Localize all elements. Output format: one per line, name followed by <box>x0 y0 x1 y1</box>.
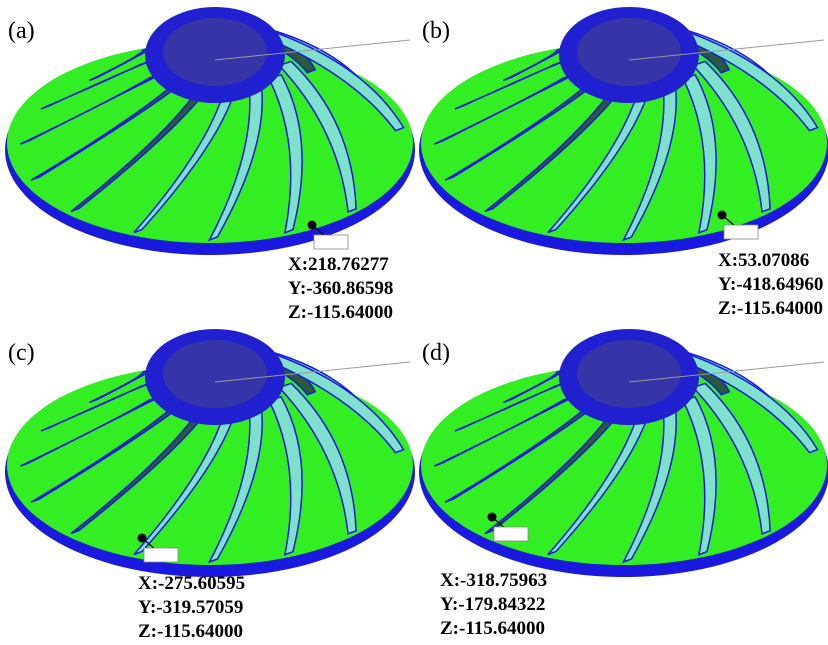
hub-bore <box>163 340 267 408</box>
tooltip-box <box>144 548 178 562</box>
coordinate-text: Y:-418.64960 <box>718 274 823 295</box>
coordinate-text: Y:-360.86598 <box>288 278 393 299</box>
figure: (a)X:218.76277Y:-360.86598Z:-115.64000(b… <box>0 0 828 645</box>
coordinate-text: X:-275.60595 <box>138 573 245 594</box>
coordinate-text: X:218.76277 <box>288 254 389 275</box>
panel: (c) X:-275.60595 Y:-319.57059 Z:-115.64000 <box>5 329 415 642</box>
coordinate-text: Z:-115.64000 <box>138 621 243 642</box>
panel-label: (a) <box>8 18 35 44</box>
panel-label: (b) <box>422 18 450 44</box>
coordinate-text: Y:-319.57059 <box>138 597 243 618</box>
coordinate-text: Y:-179.84322 <box>440 594 545 615</box>
coordinate-text: Z:-115.64000 <box>288 302 393 323</box>
tooltip-box <box>724 225 758 239</box>
panel: (d) X:-318.75963 Y:-179.84322 Z:-115.64000 <box>419 329 828 639</box>
coordinate-text: Z:-115.64000 <box>718 298 823 319</box>
panel-label: (d) <box>422 340 450 366</box>
hub-bore <box>163 18 267 86</box>
hub-bore <box>577 340 681 408</box>
coordinate-text: X:53.07086 <box>718 250 809 271</box>
panel: (a) X:218.76277 Y:-360.86598 Z:-115.64000 <box>5 7 415 323</box>
hub-bore <box>577 18 681 86</box>
coordinate-text: X:-318.75963 <box>440 570 547 591</box>
panel-label: (c) <box>8 340 35 366</box>
panel: (b) X:53.07086 Y:-418.64960 Z:-115.64000 <box>419 7 828 319</box>
tooltip-box <box>314 235 348 249</box>
tooltip-box <box>494 527 528 541</box>
coordinate-text: Z:-115.64000 <box>440 618 545 639</box>
